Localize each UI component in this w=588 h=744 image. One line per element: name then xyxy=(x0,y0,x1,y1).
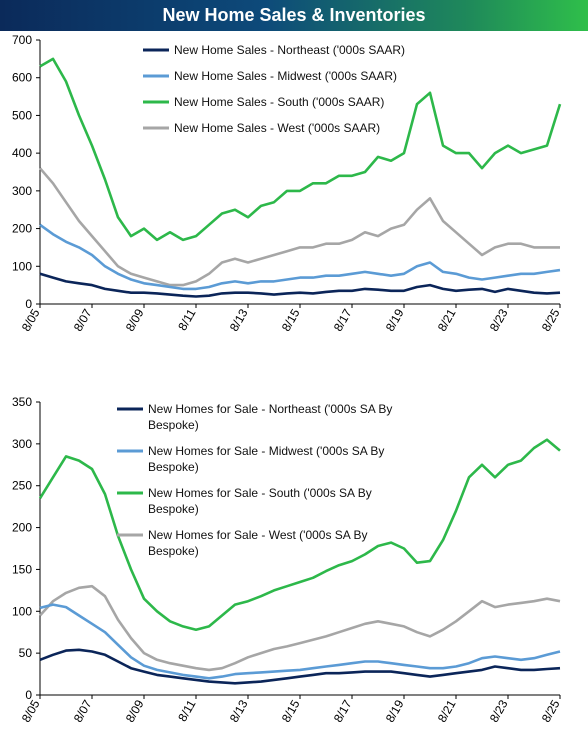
chart1-x-tick-label: 8/21 xyxy=(435,697,459,725)
chart0-x-tick-label: 8/11 xyxy=(175,306,199,333)
chart0-x-tick-label: 8/05 xyxy=(19,306,43,334)
chart0-series-line-2 xyxy=(39,57,562,242)
chart0-y-tick-label: 400 xyxy=(12,146,32,160)
chart1-legend-label-1: New Homes for Sale - Midwest ('000s SA B… xyxy=(148,444,384,458)
chart1-x-tick-label: 8/07 xyxy=(71,697,95,725)
chart1-legend-label-3: Bespoke) xyxy=(148,544,199,558)
chart0-y-tick-label: 200 xyxy=(12,222,32,236)
chart1-series-line-1 xyxy=(39,603,561,680)
chart1-legend-label-2: New Homes for Sale - South ('000s SA By xyxy=(148,486,372,500)
chart1-series-line-2 xyxy=(38,438,561,631)
chart0-legend-label-2: New Home Sales - South ('000s SAAR) xyxy=(174,95,384,109)
chart1-y-tick-label: 200 xyxy=(12,521,32,535)
chart0-legend-label-1: New Home Sales - Midwest ('000s SAAR) xyxy=(174,69,397,83)
chart1-x-tick-label: 8/23 xyxy=(487,697,511,725)
chart1-x-tick-label: 8/11 xyxy=(175,697,199,724)
chart0-y-tick-label: 100 xyxy=(12,259,32,273)
chart0-legend-label-0: New Home Sales - Northeast ('000s SAAR) xyxy=(174,43,405,57)
chart1-legend-label-2: Bespoke) xyxy=(148,502,199,516)
chart0-x-tick-label: 8/17 xyxy=(331,306,355,334)
chart1-x-tick-label: 8/17 xyxy=(331,697,355,725)
chart1-y-tick-label: 150 xyxy=(12,562,32,576)
chart1-y-tick-label: 350 xyxy=(12,395,32,409)
chart0-series-line-3 xyxy=(39,167,560,287)
chart0-x-tick-label: 8/09 xyxy=(123,306,147,334)
chart1-x-tick-label: 8/09 xyxy=(123,697,147,725)
chart0-y-tick-label: 700 xyxy=(12,33,32,47)
chart0-x-tick-label: 8/23 xyxy=(487,306,511,334)
chart1-y-tick-label: 50 xyxy=(19,646,33,660)
chart0-x-tick-label: 8/15 xyxy=(279,306,303,334)
chart1-y-tick-label: 250 xyxy=(12,479,32,493)
chart0-y-tick-label: 500 xyxy=(12,108,32,122)
chart1-legend-label-0: New Homes for Sale - Northeast ('000s SA… xyxy=(148,402,392,416)
chart1-y-tick-label: 0 xyxy=(25,688,32,702)
chart0-series-line-1 xyxy=(39,223,561,291)
chart1-legend-label-1: Bespoke) xyxy=(148,460,199,474)
chart-title: New Home Sales & Inventories xyxy=(0,0,588,31)
chart0-y-tick-label: 300 xyxy=(12,184,32,198)
chart0-y-tick-label: 0 xyxy=(25,297,32,311)
chart1-x-tick-label: 8/19 xyxy=(383,697,407,725)
chart1-x-tick-label: 8/05 xyxy=(19,697,43,725)
chart1-legend-label-3: New Homes for Sale - West ('000s SA By xyxy=(148,528,367,542)
chart0-x-tick-label: 8/19 xyxy=(383,306,407,334)
chart0-series-line-0 xyxy=(39,272,561,298)
chart1-series-line-3 xyxy=(39,584,561,672)
chart1-x-tick-label: 8/25 xyxy=(539,697,563,725)
chart0-legend-label-3: New Home Sales - West ('000s SAAR) xyxy=(174,121,380,135)
chart1-y-tick-label: 100 xyxy=(12,604,32,618)
chart1-legend-label-0: Bespoke) xyxy=(148,418,199,432)
chart1-x-tick-label: 8/15 xyxy=(279,697,303,725)
chart0-x-tick-label: 8/13 xyxy=(227,306,251,334)
chart0-x-tick-label: 8/21 xyxy=(435,306,459,334)
chart0-x-tick-label: 8/07 xyxy=(71,306,95,334)
chart0-x-tick-label: 8/25 xyxy=(539,306,563,334)
chart1-y-tick-label: 300 xyxy=(12,437,32,451)
chart1-series-line-0 xyxy=(39,648,561,685)
chart0-y-tick-label: 600 xyxy=(12,71,32,85)
chart1-x-tick-label: 8/13 xyxy=(227,697,251,725)
